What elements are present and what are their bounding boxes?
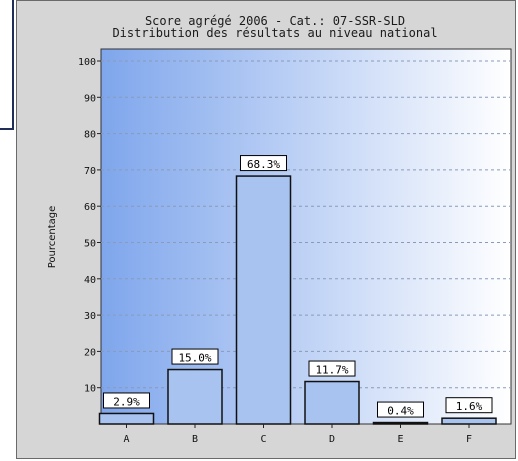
y-tick-label: 10 [84, 384, 96, 395]
plot-area [100, 48, 512, 425]
data-label-box [103, 392, 150, 409]
x-tick-label: D [329, 434, 335, 445]
bar-c [235, 175, 292, 425]
bar-a [98, 412, 155, 425]
bar-d [304, 380, 360, 425]
x-tick-label: C [260, 434, 266, 445]
y-tick-label: 40 [84, 275, 96, 286]
data-label: 1.6% [456, 400, 483, 413]
bar-e [372, 421, 429, 425]
data-label-box [240, 155, 287, 172]
data-label-box [445, 397, 493, 414]
data-label: 2.9% [113, 395, 140, 408]
data-label-box [171, 348, 219, 365]
chart-title: Score agrégé 2006 - Cat.: 07-SSR-SLD [145, 14, 405, 28]
side-panel-edge [0, 0, 14, 130]
data-label: 15.0% [178, 352, 211, 365]
bar-b [167, 368, 223, 425]
data-label-box [377, 401, 424, 418]
y-tick-label: 60 [84, 202, 96, 213]
y-tick-label: 20 [84, 347, 96, 358]
x-tick-label: F [466, 434, 472, 445]
bar-f [441, 417, 497, 425]
y-tick-label: 80 [84, 130, 96, 141]
data-label: 68.3% [247, 158, 280, 171]
bars [98, 175, 497, 425]
y-tick-label: 50 [84, 239, 96, 250]
y-tick-label: 70 [84, 166, 96, 177]
data-label: 0.4% [387, 405, 414, 418]
x-axis-ticks: A B C D E F [123, 424, 472, 445]
y-axis-ticks: 10 20 30 40 50 60 70 80 90 100 [78, 57, 101, 395]
y-tick-label: 100 [78, 57, 96, 68]
y-axis-label: Pourcentage [47, 206, 58, 269]
x-tick-label: B [192, 434, 198, 445]
x-tick-label: A [123, 434, 129, 445]
bar-chart: Score agrégé 2006 - Cat.: 07-SSR-SLD Dis… [47, 14, 512, 445]
y-tick-label: 30 [84, 311, 96, 322]
x-tick-label: E [397, 434, 403, 445]
data-label-box [308, 360, 356, 377]
chart-frame: Score agrégé 2006 - Cat.: 07-SSR-SLD Dis… [16, 0, 516, 459]
data-label: 11.7% [315, 364, 348, 377]
data-labels: 2.9% 15.0% 68.3% 11.7% 0.4% 1.6% [103, 155, 493, 418]
y-tick-label: 90 [84, 93, 96, 104]
chart-subtitle: Distribution des résultats au niveau nat… [112, 26, 437, 40]
